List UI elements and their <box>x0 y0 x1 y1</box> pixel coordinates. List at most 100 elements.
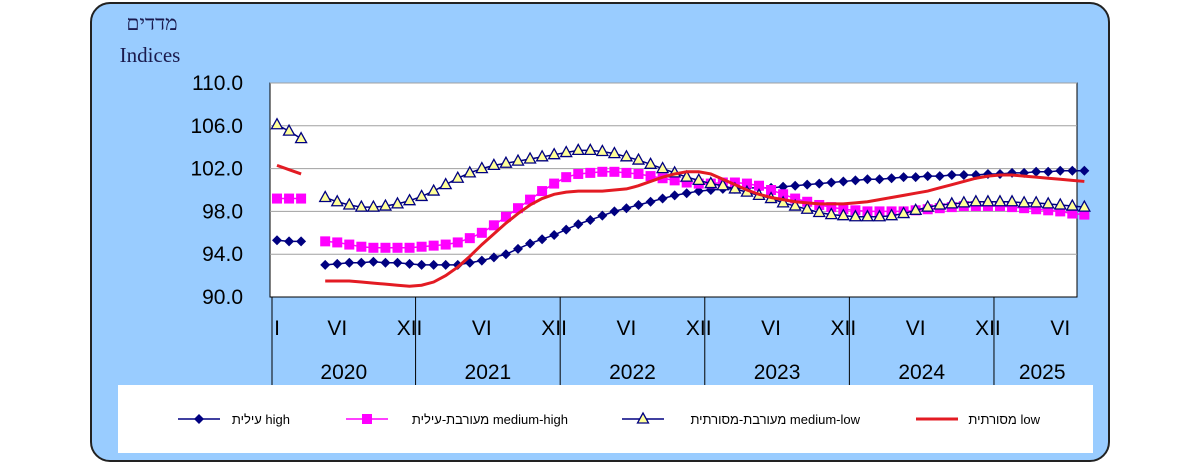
triangle-marker <box>776 195 790 208</box>
triangle-marker <box>330 194 344 207</box>
diamond-marker <box>428 259 439 270</box>
triangle-marker <box>402 193 417 206</box>
square-marker <box>513 203 523 214</box>
series-line <box>276 163 302 176</box>
square-marker <box>669 175 680 186</box>
triangle-marker <box>595 144 609 157</box>
series-group <box>270 117 1091 288</box>
square-marker <box>488 220 499 231</box>
square-marker <box>380 242 391 253</box>
square-marker <box>476 227 487 238</box>
triangle-marker <box>1065 198 1079 211</box>
triangle-marker <box>571 143 585 156</box>
triangle-marker <box>824 207 838 220</box>
triangle-marker <box>583 143 597 156</box>
square-marker <box>362 414 372 424</box>
chart-title-english: Indices <box>120 43 181 67</box>
triangle-marker <box>475 161 489 174</box>
square-marker <box>778 189 789 200</box>
series-line <box>325 170 1085 288</box>
square-marker <box>1079 209 1090 220</box>
x-tick-label: XII <box>686 317 712 340</box>
x-tick-label: XII <box>831 317 857 340</box>
diamond-marker <box>500 249 511 260</box>
triangle-marker <box>378 198 393 211</box>
series-line <box>324 149 1085 218</box>
y-tick-label: 102.0 <box>190 158 243 181</box>
triangle-marker <box>535 149 549 162</box>
square-marker <box>1007 202 1018 213</box>
triangle-marker <box>427 183 441 196</box>
square-marker <box>356 241 367 252</box>
diamond-marker <box>790 180 801 191</box>
diamond-marker <box>344 257 355 268</box>
x-tick-label: VI <box>906 317 926 340</box>
square-marker <box>525 194 536 205</box>
square-marker <box>440 239 451 250</box>
y-tick-label: 110.0 <box>192 72 243 95</box>
square-marker <box>1031 204 1042 215</box>
diamond-marker <box>513 243 523 254</box>
triangle-marker <box>933 197 947 210</box>
triangle-marker <box>294 131 308 144</box>
square-marker <box>790 193 801 204</box>
triangle-marker <box>788 198 802 211</box>
triangle-marker <box>390 196 405 209</box>
triangle-marker <box>415 189 429 202</box>
diamond-marker <box>1079 165 1090 176</box>
triangle-marker <box>342 197 356 210</box>
triangle-marker <box>619 149 634 162</box>
square-marker <box>1043 205 1054 216</box>
triangle-marker <box>559 145 573 158</box>
triangle-marker <box>607 146 621 159</box>
square-marker <box>332 237 343 248</box>
triangle-marker <box>812 205 826 218</box>
legend-label: מעורבת-מסורתית medium-low <box>690 412 860 427</box>
diamond-marker <box>886 173 897 184</box>
diamond-marker <box>910 172 921 183</box>
diamond-marker <box>934 171 945 182</box>
diamond-marker <box>645 196 656 207</box>
square-marker <box>1067 208 1078 219</box>
triangle-marker <box>463 165 477 178</box>
triangle-marker <box>957 195 971 208</box>
square-marker <box>681 177 692 188</box>
legend-label: מעורבת-עילית medium-high <box>412 412 568 427</box>
triangle-marker <box>499 155 513 168</box>
diamond-marker <box>802 179 813 190</box>
y-tick-label: 90.0 <box>202 286 243 309</box>
diamond-marker <box>946 170 957 181</box>
square-marker <box>826 202 837 213</box>
triangle-marker <box>860 209 875 222</box>
year-label: 2025 <box>1019 361 1066 384</box>
diamond-marker <box>573 219 584 230</box>
triangle-marker <box>993 194 1007 207</box>
year-label: 2022 <box>609 361 656 384</box>
diamond-marker <box>850 175 861 186</box>
plot-area <box>269 82 1078 298</box>
square-marker <box>741 178 752 189</box>
y-tick-label: 106.0 <box>190 115 243 138</box>
diamond-marker <box>838 176 849 187</box>
diamond-marker <box>537 234 548 245</box>
diamond-marker <box>633 199 644 210</box>
square-marker <box>754 180 764 191</box>
triangle-marker <box>547 147 561 160</box>
diamond-marker <box>380 257 391 268</box>
diamond-marker <box>1043 166 1054 177</box>
triangle-marker <box>872 209 887 222</box>
triangle-marker <box>636 411 650 424</box>
triangle-marker <box>716 178 730 191</box>
square-marker <box>428 240 439 251</box>
triangle-marker <box>318 190 332 203</box>
triangle-marker <box>511 153 525 166</box>
triangle-marker <box>282 123 296 136</box>
diamond-marker <box>657 193 668 204</box>
diamond-marker <box>416 259 427 270</box>
x-tick-label: XII <box>975 317 1001 340</box>
square-marker <box>537 186 548 197</box>
square-marker <box>573 168 584 179</box>
chart-title-hebrew: מדדים <box>126 11 177 35</box>
diamond-marker <box>958 170 969 181</box>
diamond-marker <box>874 174 885 185</box>
